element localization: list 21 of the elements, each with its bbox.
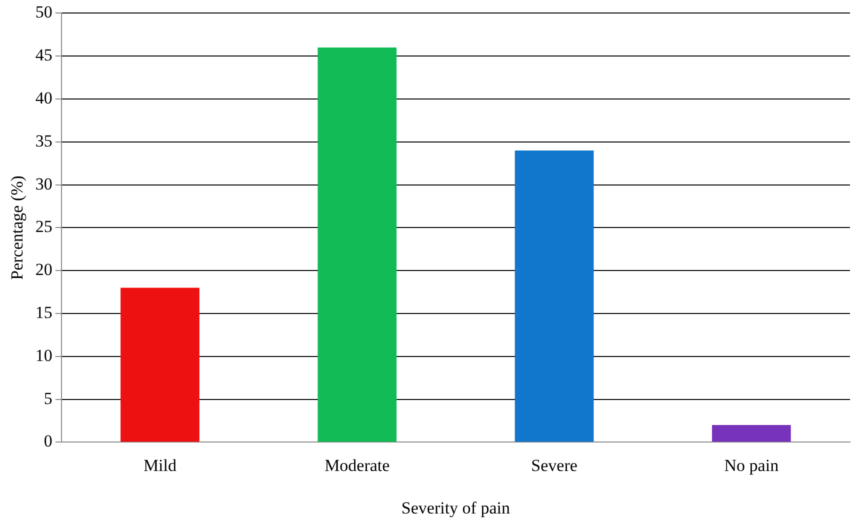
x-tick-label: No pain	[724, 456, 780, 475]
y-tick-label: 45	[35, 46, 52, 65]
bar	[514, 150, 594, 442]
y-tick-label: 5	[44, 388, 52, 408]
y-tick-label: 15	[35, 302, 52, 322]
y-axis-title: Percentage (%)	[8, 176, 27, 280]
y-tick-label: 10	[35, 346, 52, 365]
x-tick-label: Moderate	[324, 456, 390, 475]
y-tick-label: 40	[35, 88, 52, 108]
y-tick-label: 0	[44, 432, 52, 451]
bar	[712, 425, 791, 442]
y-tick-label: 50	[35, 2, 52, 22]
bar	[120, 288, 200, 442]
x-tick-label: Mild	[143, 456, 178, 475]
x-tick-label: Severe	[531, 456, 578, 475]
y-tick-label: 25	[35, 217, 52, 236]
y-tick-label: 30	[35, 174, 52, 194]
bar	[318, 48, 397, 442]
y-tick-label: 35	[35, 131, 52, 150]
y-tick-label: 20	[35, 260, 52, 280]
x-axis-title: Severity of pain	[401, 498, 510, 518]
